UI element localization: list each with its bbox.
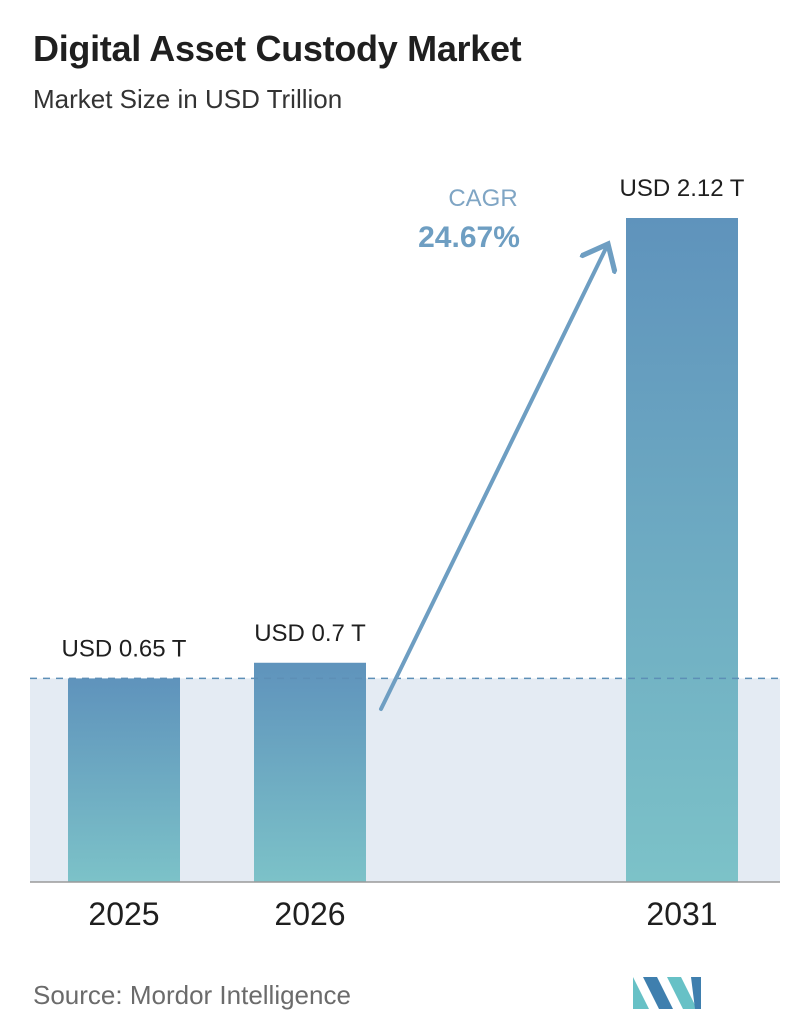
mordor-intelligence-logo: [633, 977, 701, 1009]
cagr-value: 24.67%: [418, 221, 520, 254]
x-tick-label-2031: 2031: [646, 896, 717, 932]
chart-subtitle: Market Size in USD Trillion: [33, 84, 343, 114]
bar-2026: [254, 662, 366, 882]
x-tick-label-2026: 2026: [274, 896, 345, 932]
bar-2031: [626, 218, 738, 882]
data-label-2031: USD 2.12 T: [620, 175, 745, 202]
cagr-arrow: [379, 244, 608, 711]
chart-title: Digital Asset Custody Market: [33, 28, 522, 69]
source-note: Source: Mordor Intelligence: [33, 980, 351, 1010]
x-tick-label-2025: 2025: [88, 896, 159, 932]
data-label-2026: USD 0.7 T: [254, 620, 366, 647]
cagr-label: CAGR: [448, 185, 517, 212]
bar-chart: USD 0.65 T 2025 USD 0.7 T 2026 USD 2.12 T 203…: [30, 175, 780, 932]
bar-2025: [68, 678, 180, 882]
data-label-2025: USD 0.65 T: [62, 635, 187, 662]
